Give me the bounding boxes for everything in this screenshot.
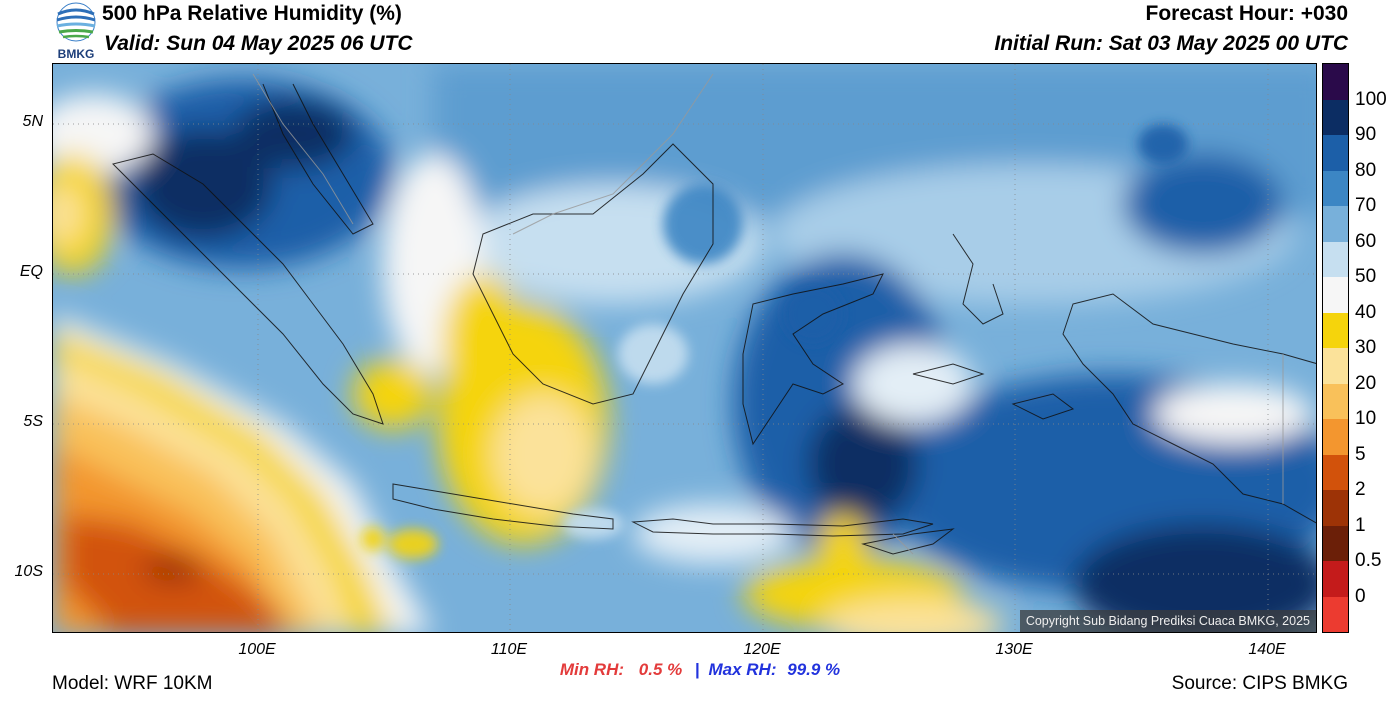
bmkg-logo: BMKG (52, 2, 100, 61)
min-rh-label: Min RH: (559, 660, 625, 679)
legend-label: 60 (1355, 230, 1377, 252)
legend-label: 10 (1355, 408, 1377, 429)
min-rh-value: 0.5 % (638, 660, 683, 679)
legend-label: 40 (1355, 301, 1377, 323)
initial-run: Initial Run: Sat 03 May 2025 00 UTC (994, 32, 1348, 55)
legend-swatch (1323, 241, 1348, 277)
valid-time: Valid: Sun 04 May 2025 06 UTC (104, 32, 413, 55)
color-legend (1322, 63, 1349, 633)
lat-label-5s: 5S (23, 413, 43, 430)
legend-swatch (1323, 135, 1348, 171)
legend-swatch (1323, 64, 1348, 100)
forecast-hour: Forecast Hour: +030 (1145, 2, 1349, 25)
legend-swatch (1323, 561, 1348, 597)
lat-label-10s: 10S (14, 563, 43, 580)
lon-label-100e: 100E (238, 641, 276, 658)
legend-label: 5 (1355, 443, 1366, 465)
lon-label-130e: 130E (995, 641, 1033, 658)
legend-swatch (1323, 383, 1348, 419)
lon-label-120e: 120E (743, 641, 781, 658)
svg-text:BMKG: BMKG (58, 47, 95, 60)
legend-label: 70 (1355, 195, 1377, 216)
legend-swatch (1323, 419, 1348, 455)
max-rh-label: Max RH: (708, 660, 777, 679)
legend-swatch (1323, 170, 1348, 206)
map-title: 500 hPa Relative Humidity (%) (102, 2, 402, 25)
legend-swatch (1323, 277, 1348, 313)
legend-swatch (1323, 99, 1348, 135)
legend-swatch (1323, 348, 1348, 384)
legend-label: 50 (1355, 266, 1377, 287)
legend-label: 0.5 (1355, 550, 1382, 571)
lon-label-110e: 110E (490, 641, 528, 658)
rh-stats: Min RH: 0.5 % | Max RH: 99.9 % (0, 660, 1400, 680)
legend-label: 90 (1355, 124, 1377, 145)
legend-swatch (1323, 312, 1348, 348)
legend-label: 2 (1355, 479, 1366, 500)
legend-swatch (1323, 206, 1348, 242)
lon-label-140e: 140E (1248, 641, 1286, 658)
legend-label: 1 (1355, 514, 1366, 536)
legend-label: 0 (1355, 585, 1366, 607)
legend-label: 80 (1355, 159, 1377, 181)
source-label: Source: CIPS BMKG (1171, 673, 1348, 694)
legend-swatch (1323, 596, 1348, 632)
legend-label: 30 (1355, 337, 1377, 358)
max-rh-value: 99.9 % (787, 660, 841, 679)
legend-swatch (1323, 525, 1348, 561)
lat-label-5n: 5N (22, 113, 43, 130)
lat-label-eq: EQ (19, 263, 43, 280)
copyright-notice: Copyright Sub Bidang Prediksi Cuaca BMKG… (1019, 610, 1316, 632)
legend-label: 100 (1355, 88, 1387, 110)
humidity-map: Copyright Sub Bidang Prediksi Cuaca BMKG… (52, 63, 1317, 633)
stats-separator: | (694, 660, 700, 679)
model-label: Model: WRF 10KM (52, 673, 213, 694)
legend-label: 20 (1355, 372, 1377, 394)
legend-swatch (1323, 454, 1348, 490)
legend-swatch (1323, 490, 1348, 526)
